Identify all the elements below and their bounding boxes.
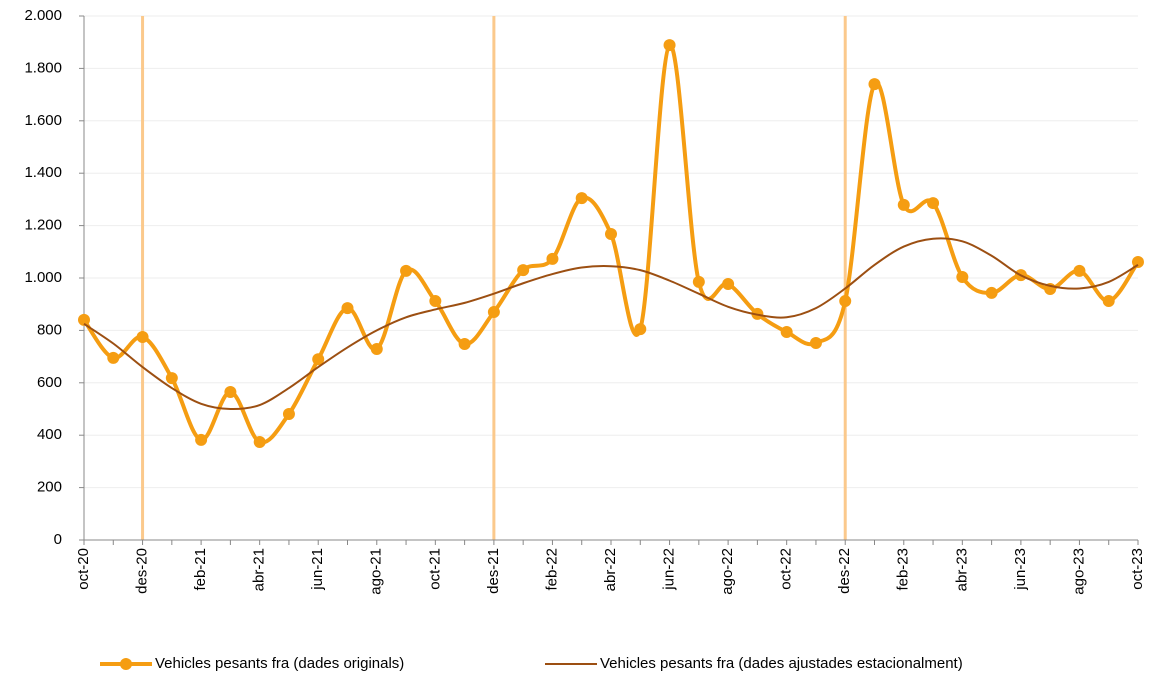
marker [663, 39, 676, 52]
marker [107, 351, 120, 364]
marker [839, 295, 852, 308]
x-tick-label: oct-21 [426, 548, 443, 590]
y-tick-label: 2.000 [24, 7, 62, 24]
x-tick-label: oct-22 [778, 548, 795, 590]
marker [1132, 256, 1144, 269]
marker [400, 264, 413, 277]
y-tick-label: 0 [54, 531, 62, 548]
x-tick-label: oct-23 [1129, 548, 1146, 590]
marker [253, 436, 266, 449]
x-tick-label: feb-22 [543, 548, 560, 591]
x-tick-label: abr-22 [602, 548, 619, 591]
x-tick-label: feb-23 [895, 548, 912, 591]
series-line [82, 43, 1140, 445]
x-tick-label: ago-23 [1070, 548, 1087, 595]
x-tick-label: abr-23 [953, 548, 970, 591]
x-tick-label: feb-21 [192, 548, 209, 591]
marker [722, 278, 735, 291]
marker [575, 192, 588, 205]
y-tick-label: 1.800 [24, 59, 62, 76]
marker [692, 275, 705, 288]
x-tick-label: abr-21 [251, 548, 268, 591]
x-tick-label: oct-20 [75, 548, 92, 590]
marker [78, 313, 90, 326]
marker [517, 264, 530, 277]
y-tick-label: 400 [37, 426, 62, 443]
marker [370, 343, 383, 356]
x-tick-label: jun-22 [661, 548, 678, 591]
legend-label: Vehicles pesants fra (dades originals) [155, 655, 404, 672]
y-tick-label: 200 [37, 479, 62, 496]
x-tick-label: des-22 [836, 548, 853, 594]
marker [605, 227, 617, 240]
x-tick-label: des-20 [134, 548, 151, 594]
y-tick-label: 1.400 [24, 164, 62, 181]
marker [429, 295, 442, 308]
marker [341, 302, 354, 315]
marker [780, 325, 793, 338]
series-line [83, 237, 1139, 411]
marker [165, 372, 178, 385]
marker [224, 385, 237, 398]
x-tick-label: ago-22 [719, 548, 736, 595]
marker [1102, 295, 1115, 308]
marker [195, 433, 208, 446]
marker [458, 338, 471, 351]
legend-marker [120, 658, 132, 670]
marker [985, 286, 998, 299]
y-tick-label: 1.600 [24, 112, 62, 129]
marker [809, 336, 822, 349]
x-tick-label: ago-21 [368, 548, 385, 595]
y-tick-label: 1.200 [24, 217, 62, 234]
marker [136, 330, 149, 343]
legend-label: Vehicles pesants fra (dades ajustades es… [600, 655, 963, 672]
marker [1073, 264, 1086, 277]
marker [897, 198, 910, 211]
marker [868, 78, 881, 91]
marker [956, 270, 969, 283]
marker [546, 252, 559, 265]
marker [927, 197, 940, 210]
marker [282, 407, 295, 420]
y-tick-label: 800 [37, 321, 62, 338]
x-tick-label: des-21 [485, 548, 502, 594]
y-tick-label: 600 [37, 374, 62, 391]
x-tick-label: jun-21 [309, 548, 326, 591]
marker [634, 323, 647, 336]
y-tick-label: 1.000 [24, 269, 62, 286]
marker [312, 353, 325, 366]
x-tick-label: jun-23 [1012, 548, 1029, 591]
marker [487, 306, 500, 319]
